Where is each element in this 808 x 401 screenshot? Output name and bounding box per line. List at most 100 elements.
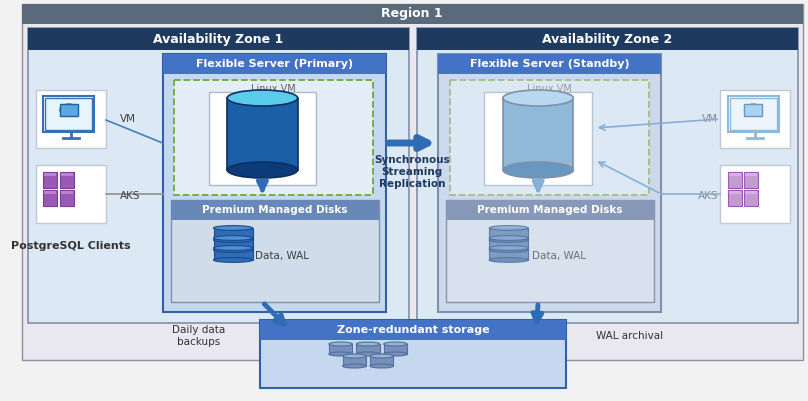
Ellipse shape	[329, 342, 352, 346]
Ellipse shape	[213, 245, 253, 250]
Bar	[22, 4, 803, 360]
Bar	[744, 190, 758, 206]
Bar	[439, 54, 661, 74]
Text: Data, WAL: Data, WAL	[255, 251, 309, 261]
Bar	[61, 173, 73, 176]
Ellipse shape	[490, 245, 528, 250]
Bar	[744, 172, 758, 188]
Bar	[44, 191, 56, 194]
Ellipse shape	[213, 238, 253, 242]
Bar	[446, 200, 654, 220]
Ellipse shape	[343, 364, 366, 368]
Text: Premium Managed Disks: Premium Managed Disks	[202, 205, 348, 215]
Bar	[213, 238, 253, 250]
Ellipse shape	[490, 226, 528, 231]
Ellipse shape	[227, 162, 297, 178]
Bar	[490, 248, 528, 260]
Bar	[213, 248, 253, 260]
Ellipse shape	[744, 104, 762, 116]
Bar	[175, 80, 373, 195]
Ellipse shape	[384, 342, 407, 346]
Text: VM: VM	[702, 114, 718, 124]
Ellipse shape	[356, 342, 380, 346]
Bar	[720, 165, 790, 223]
Bar	[417, 28, 798, 323]
Bar	[720, 90, 790, 148]
Text: VM: VM	[120, 114, 136, 124]
Bar	[171, 200, 379, 220]
Ellipse shape	[213, 257, 253, 262]
Bar	[162, 54, 385, 74]
Bar	[728, 190, 742, 206]
Bar	[446, 200, 654, 302]
Ellipse shape	[213, 226, 253, 231]
Text: Data, WAL: Data, WAL	[532, 251, 586, 261]
Ellipse shape	[343, 354, 366, 358]
Text: WAL archival: WAL archival	[595, 331, 663, 341]
Bar	[329, 344, 352, 354]
Text: Availability Zone 1: Availability Zone 1	[154, 32, 284, 45]
Bar	[450, 80, 649, 195]
Bar	[490, 238, 528, 250]
Bar	[27, 28, 409, 50]
Bar	[260, 320, 566, 340]
Text: Zone-redundant storage: Zone-redundant storage	[337, 325, 490, 335]
Bar	[728, 96, 779, 132]
Bar	[484, 92, 592, 185]
Bar	[171, 200, 379, 302]
Ellipse shape	[370, 354, 393, 358]
Bar	[44, 173, 56, 176]
Bar	[60, 172, 74, 188]
Bar	[503, 98, 574, 170]
Ellipse shape	[213, 236, 253, 241]
Text: Linux VM: Linux VM	[251, 84, 296, 94]
Text: Flexible Server (Standby): Flexible Server (Standby)	[470, 59, 629, 69]
Text: Synchronous
Streaming
Replication: Synchronous Streaming Replication	[374, 156, 450, 188]
Ellipse shape	[490, 238, 528, 242]
Text: Region 1: Region 1	[381, 8, 443, 20]
Bar	[356, 344, 380, 354]
Text: AKS: AKS	[697, 191, 718, 201]
Bar	[36, 165, 106, 223]
Bar	[370, 356, 393, 366]
Bar	[227, 98, 297, 170]
Text: Flexible Server (Primary): Flexible Server (Primary)	[196, 59, 353, 69]
Ellipse shape	[227, 90, 297, 106]
Text: AKS: AKS	[120, 191, 140, 201]
Ellipse shape	[356, 352, 380, 356]
Bar	[162, 54, 385, 312]
Bar	[728, 172, 742, 188]
FancyBboxPatch shape	[60, 104, 78, 116]
Bar	[417, 28, 798, 50]
Ellipse shape	[370, 364, 393, 368]
Bar	[22, 4, 803, 24]
Ellipse shape	[490, 236, 528, 241]
Bar	[729, 191, 741, 194]
FancyBboxPatch shape	[744, 104, 762, 116]
Bar	[60, 190, 74, 206]
Bar	[746, 173, 757, 176]
Ellipse shape	[503, 162, 574, 178]
Bar	[490, 228, 528, 240]
Bar	[730, 98, 776, 130]
Bar	[36, 90, 106, 148]
Bar	[384, 344, 407, 354]
Ellipse shape	[490, 247, 528, 252]
Text: Linux VM: Linux VM	[527, 84, 572, 94]
Bar	[213, 228, 253, 240]
Bar	[61, 191, 73, 194]
Bar	[260, 320, 566, 388]
Bar	[44, 96, 95, 132]
Text: Premium Managed Disks: Premium Managed Disks	[477, 205, 623, 215]
Bar	[729, 173, 741, 176]
Text: PostgreSQL Clients: PostgreSQL Clients	[11, 241, 131, 251]
Bar	[27, 28, 409, 323]
Ellipse shape	[329, 352, 352, 356]
Bar	[746, 191, 757, 194]
Bar	[208, 92, 316, 185]
Bar	[343, 356, 366, 366]
Bar	[439, 54, 661, 312]
Ellipse shape	[384, 352, 407, 356]
Bar	[44, 172, 57, 188]
Ellipse shape	[490, 257, 528, 262]
